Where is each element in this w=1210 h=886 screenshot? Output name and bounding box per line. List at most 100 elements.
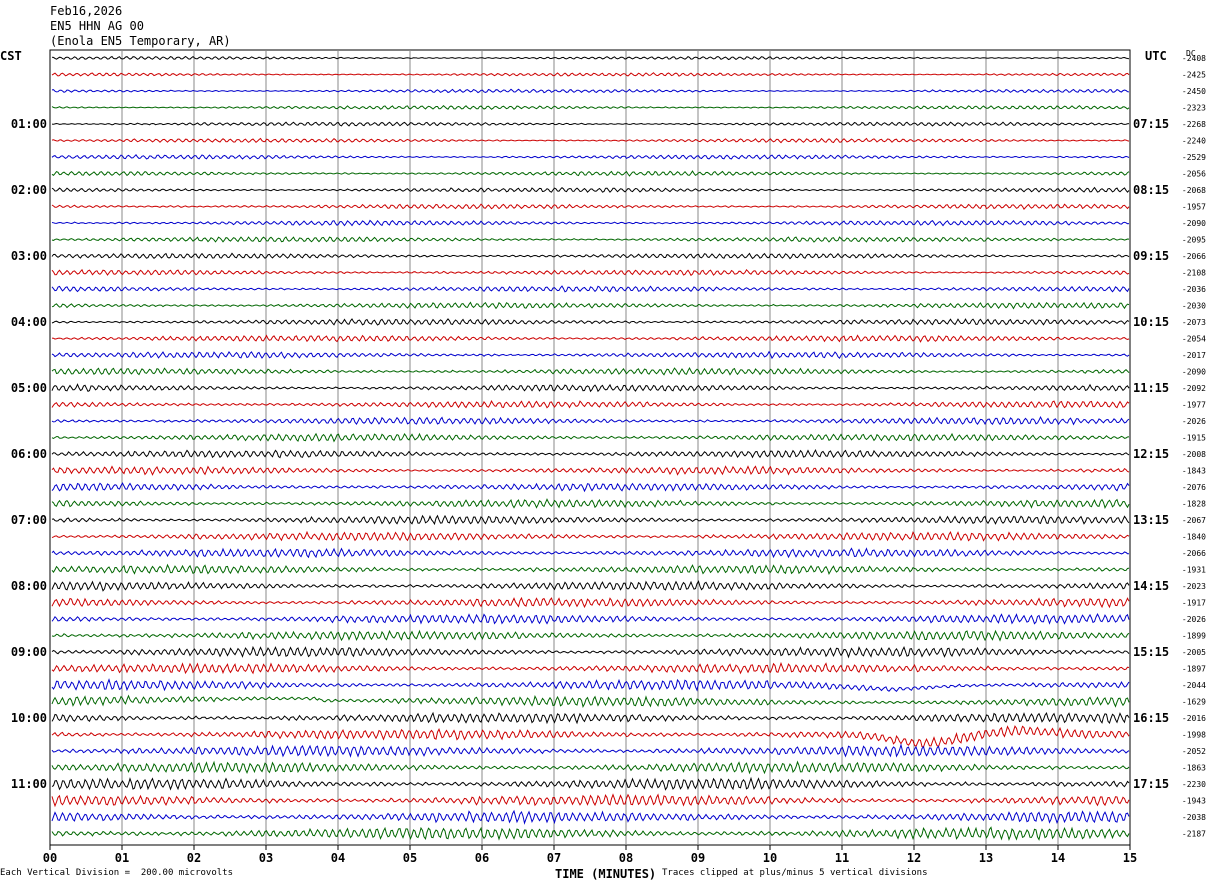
- dc-offset-label: -2054: [1182, 335, 1206, 344]
- dc-offset-label: -2268: [1182, 120, 1206, 129]
- dc-offset-label: -2108: [1182, 269, 1206, 278]
- location-label: (Enola EN5 Temporary, AR): [50, 34, 231, 48]
- trace-line: [51, 154, 1130, 160]
- dc-offset-label: -1977: [1182, 401, 1206, 410]
- trace-line: [51, 580, 1130, 592]
- trace-line: [51, 530, 1130, 542]
- cst-hour-label: 06:00: [11, 447, 47, 461]
- scale-note: Each Vertical Division = 200.00 microvol…: [0, 868, 233, 878]
- dc-offset-label: -2066: [1182, 549, 1206, 558]
- trace-line: [51, 612, 1130, 625]
- trace-line: [51, 809, 1130, 825]
- utc-hour-label: 17:15: [1133, 777, 1169, 791]
- utc-hour-label: 10:15: [1133, 315, 1169, 329]
- trace-line: [51, 776, 1130, 791]
- trace-line: [51, 498, 1130, 510]
- utc-hour-label: 12:15: [1133, 447, 1169, 461]
- trace-line: [51, 596, 1130, 609]
- trace-line: [51, 383, 1130, 393]
- trace-line: [51, 350, 1130, 360]
- dc-offset-label: -2076: [1182, 483, 1206, 492]
- clip-note: Traces clipped at plus/minus 5 vertical …: [662, 868, 928, 878]
- dc-offset-label: -2044: [1182, 681, 1206, 690]
- dc-offset-label: -2068: [1182, 186, 1206, 195]
- dc-offset-label: -1917: [1182, 599, 1206, 608]
- dc-offset-label: -1915: [1182, 434, 1206, 443]
- dc-offset-label: -1943: [1182, 797, 1206, 806]
- trace-line: [51, 694, 1130, 708]
- trace-line: [51, 367, 1130, 376]
- dc-offset-label: -2092: [1182, 384, 1206, 393]
- trace-line: [51, 743, 1130, 758]
- trace-line: [51, 219, 1130, 227]
- dc-offset-label: -2017: [1182, 351, 1206, 360]
- trace-line: [51, 121, 1130, 127]
- cst-hour-label: 01:00: [11, 117, 47, 131]
- cst-hour-label: 11:00: [11, 777, 47, 791]
- dc-offset-label: -2023: [1182, 582, 1206, 591]
- cst-hour-label: 05:00: [11, 381, 47, 395]
- dc-offset-label: -2095: [1182, 236, 1206, 245]
- trace-line: [51, 465, 1130, 476]
- x-tick-label: 09: [691, 851, 705, 865]
- x-tick-label: 13: [979, 851, 993, 865]
- utc-hour-label: 16:15: [1133, 711, 1169, 725]
- x-tick-label: 07: [547, 851, 561, 865]
- dc-offset-label: -2008: [1182, 450, 1206, 459]
- dc-offset-label: -2067: [1182, 516, 1206, 525]
- dc-offset-label: -2073: [1182, 318, 1206, 327]
- cst-hour-label: 03:00: [11, 249, 47, 263]
- x-axis-title: TIME (MINUTES): [555, 867, 657, 881]
- dc-offset-label: -2036: [1182, 285, 1206, 294]
- x-tick-label: 08: [619, 851, 633, 865]
- dc-offset-label: -2323: [1182, 104, 1206, 113]
- date-label: Feb16,2026: [50, 4, 123, 18]
- x-tick-label: 01: [115, 851, 129, 865]
- utc-hour-label: 13:15: [1133, 513, 1169, 527]
- dc-offset-label: -2187: [1182, 830, 1206, 839]
- cst-hour-label: 04:00: [11, 315, 47, 329]
- trace-line: [51, 203, 1130, 210]
- trace-line: [51, 318, 1130, 326]
- dc-offset-label: -2026: [1182, 615, 1206, 624]
- trace-line: [51, 661, 1130, 675]
- trace-line: [51, 448, 1130, 459]
- dc-offset-label: -2529: [1182, 153, 1206, 162]
- dc-offset-label: -1957: [1182, 203, 1206, 212]
- trace-line: [51, 415, 1130, 426]
- utc-hour-label: 15:15: [1133, 645, 1169, 659]
- trace-line: [51, 645, 1130, 659]
- dc-offset-label: -1899: [1182, 632, 1206, 641]
- trace-line: [51, 55, 1130, 61]
- dc-offset-label: -2038: [1182, 813, 1206, 822]
- x-tick-label: 04: [331, 851, 345, 865]
- utc-hour-label: 09:15: [1133, 249, 1169, 263]
- dc-offset-label: -2005: [1182, 648, 1206, 657]
- dc-offset-label: -2026: [1182, 417, 1206, 426]
- utc-hour-label: 07:15: [1133, 117, 1169, 131]
- x-tick-label: 03: [259, 851, 273, 865]
- dc-label: DC: [1186, 49, 1196, 58]
- cst-hour-label: 09:00: [11, 645, 47, 659]
- plot-frame: [49, 49, 1131, 846]
- x-tick-label: 15: [1123, 851, 1137, 865]
- trace-line: [51, 252, 1130, 260]
- cst-hour-label: 08:00: [11, 579, 47, 593]
- cst-hour-label: 07:00: [11, 513, 47, 527]
- left-timezone-label: CST: [0, 49, 22, 63]
- dc-offset-label: -1931: [1182, 566, 1206, 575]
- utc-hour-label: 14:15: [1133, 579, 1169, 593]
- trace-line: [51, 285, 1130, 293]
- cst-hour-label: 10:00: [11, 711, 47, 725]
- trace-line: [51, 268, 1130, 277]
- dc-offset-label: -1863: [1182, 764, 1206, 773]
- utc-hour-label: 11:15: [1133, 381, 1169, 395]
- trace-line: [51, 547, 1130, 559]
- dc-offset-label: -2066: [1182, 252, 1206, 261]
- dc-offset-label: -2056: [1182, 170, 1206, 179]
- trace-line: [51, 826, 1130, 841]
- x-tick-label: 10: [763, 851, 777, 865]
- trace-line: [51, 711, 1130, 725]
- x-tick-label: 05: [403, 851, 417, 865]
- x-tick-label: 00: [43, 851, 57, 865]
